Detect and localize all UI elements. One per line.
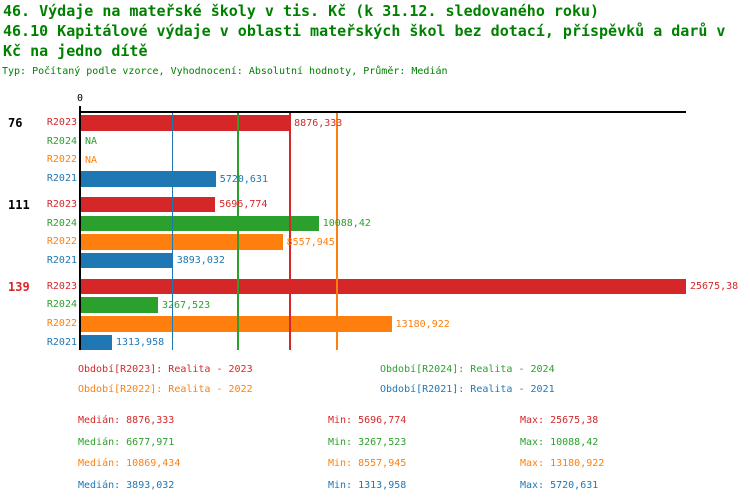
stat-median-r2024: Medián: 6677,971	[78, 437, 175, 448]
median-line-r2023	[289, 113, 291, 350]
bar-na-label: NA	[85, 154, 98, 166]
axis-zero-tick-label: 0	[76, 93, 84, 104]
year-label-r2021: R2021	[46, 173, 77, 185]
bar-r2021	[81, 334, 112, 351]
chart-title-line1: 46. Výdaje na mateřské školy v tis. Kč (…	[3, 2, 600, 20]
chart-title-line2: 46.10 Kapitálové výdaje v oblasti mateřs…	[3, 22, 726, 40]
stat-min-r2023: Min: 5696,774	[328, 415, 407, 426]
year-label-r2022: R2022	[46, 154, 77, 166]
bar-value-label: 5696,774	[219, 199, 268, 211]
median-line-r2022	[336, 113, 338, 350]
stat-min-r2021: Min: 1313,958	[328, 480, 407, 491]
chart-title-line3: Kč na jedno dítě	[3, 42, 148, 60]
year-label-r2024: R2024	[46, 217, 77, 229]
bar-r2022	[81, 316, 392, 332]
bar-r2022	[81, 234, 283, 250]
bar-value-label: 13180,922	[395, 318, 450, 330]
bar-value-label: 3267,523	[161, 299, 211, 311]
year-label-r2022: R2022	[46, 318, 77, 329]
axis-line-vertical	[78, 106, 81, 350]
year-label-r2021: R2021	[46, 336, 77, 348]
bar-value-label: 8557,945	[286, 236, 335, 248]
median-line-r2021	[171, 113, 174, 350]
chart-subtitle: Typ: Počítaný podle vzorce, Vyhodnocení:…	[2, 66, 448, 77]
group-label: 76	[8, 116, 23, 130]
stat-max-r2021: Max: 5720,631	[520, 480, 599, 491]
bar-r2023	[81, 115, 291, 131]
stat-min-r2024: Min: 3267,523	[328, 437, 407, 448]
legend-item-r2023: Období[R2023]: Realita - 2023	[78, 364, 253, 375]
year-label-r2023: R2023	[46, 198, 77, 210]
year-label-r2021: R2021	[46, 254, 77, 266]
bar-value-label: 10088,42	[322, 218, 371, 229]
stat-max-r2024: Max: 10088,42	[520, 437, 599, 448]
group-label: 139	[8, 279, 30, 294]
year-label-r2024: R2024	[46, 299, 77, 311]
stat-median-r2021: Medián: 3893,032	[78, 480, 175, 491]
stat-median-r2023: Medián: 8876,333	[78, 415, 175, 426]
year-label-r2023: R2023	[46, 117, 77, 128]
bar-r2021	[81, 171, 216, 187]
year-label-r2023: R2023	[46, 280, 77, 292]
legend-item-r2022: Období[R2022]: Realita - 2022	[78, 384, 253, 395]
bar-value-label: 3893,032	[176, 255, 225, 267]
year-label-r2022: R2022	[46, 236, 77, 248]
stat-min-r2022: Min: 8557,945	[328, 458, 407, 469]
bar-r2023	[81, 196, 216, 213]
bar-value-label: 5720,631	[219, 173, 268, 185]
group-label: 111	[8, 197, 30, 212]
axis-line-horizontal	[79, 111, 686, 113]
bar-r2021	[81, 252, 173, 269]
stat-median-r2022: Medián: 10869,434	[78, 458, 181, 469]
bar-value-label: 25675,38	[690, 281, 739, 293]
year-label-r2024: R2024	[46, 135, 77, 147]
bar-r2024	[81, 297, 158, 313]
bar-na-label: NA	[85, 136, 98, 148]
bar-value-label: 1313,958	[115, 337, 165, 349]
stat-max-r2023: Max: 25675,38	[520, 415, 599, 426]
bar-value-label: 8876,333	[294, 117, 343, 129]
stat-max-r2022: Max: 13180,922	[520, 458, 605, 469]
bar-r2024	[81, 215, 319, 231]
legend-item-r2024: Období[R2024]: Realita - 2024	[380, 364, 555, 375]
bar-r2023	[81, 278, 686, 295]
legend-item-r2021: Období[R2021]: Realita - 2021	[380, 384, 555, 395]
median-line-r2024	[237, 113, 239, 350]
